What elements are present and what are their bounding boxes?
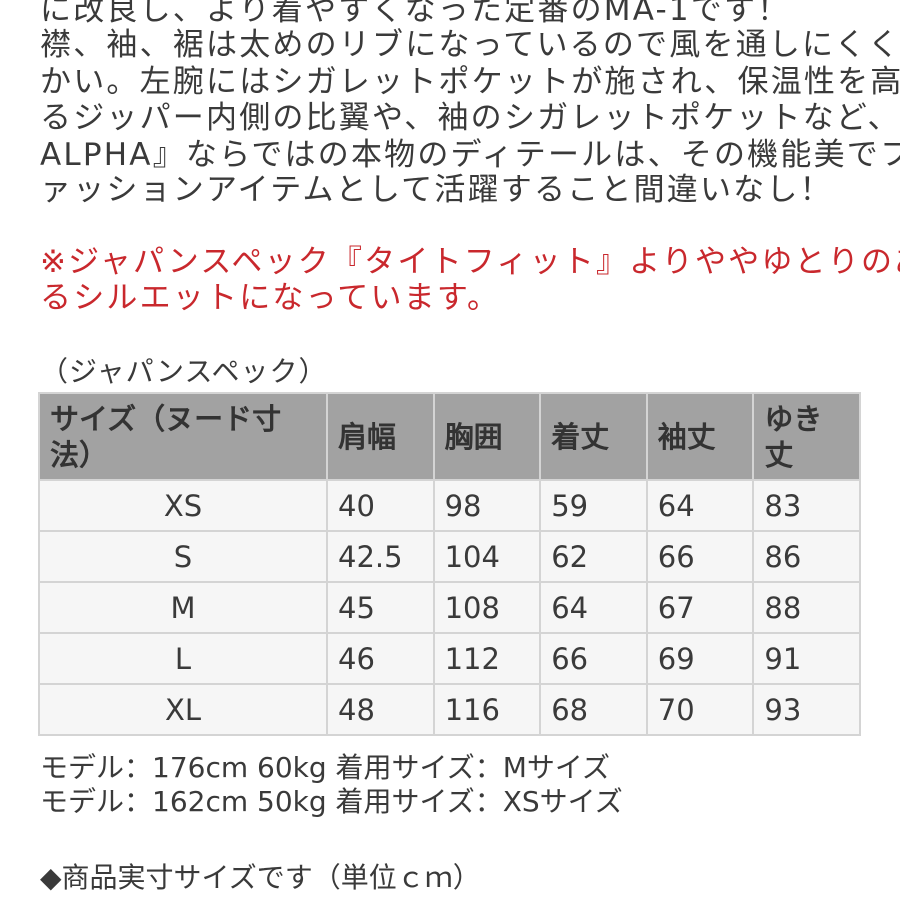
description-line: ァッションアイテムとして活躍すること間違いなし！ xyxy=(40,172,833,208)
section-heading: ◆商品実寸サイズです（単位ｃｍ） xyxy=(40,861,481,894)
measurement-cell: 46 xyxy=(326,632,435,685)
model-line: モデル：176cm 60kg 着用サイズ：Mサイズ xyxy=(40,751,611,784)
description-line: るジッパー内側の比翼や、袖のシガレットポケットなど、『 xyxy=(40,100,900,136)
measurement-cell: 67 xyxy=(645,581,755,634)
description-line: に改良し、より着やすくなった定番のMA-1です！ xyxy=(40,0,791,28)
size-cell: M xyxy=(38,581,328,634)
table-row: L 46 112 66 69 91 xyxy=(38,632,861,685)
measurement-cell: 64 xyxy=(539,581,648,634)
size-table: サイズ（ヌード寸法） 肩幅 胸囲 着丈 袖丈 ゆき丈 XS 40 98 59 64 83 S 42.5 1… xyxy=(38,392,861,736)
table-header-row: サイズ（ヌード寸法） 肩幅 胸囲 着丈 袖丈 ゆき丈 xyxy=(38,392,861,481)
column-header: 着丈 xyxy=(539,392,648,481)
measurement-cell: 93 xyxy=(752,683,861,736)
measurement-cell: 98 xyxy=(432,479,542,532)
measurement-cell: 59 xyxy=(539,479,648,532)
measurement-cell: 104 xyxy=(432,530,542,583)
measurement-cell: 62 xyxy=(539,530,648,583)
measurement-cell: 116 xyxy=(432,683,542,736)
measurement-cell: 86 xyxy=(752,530,861,583)
measurement-cell: 83 xyxy=(752,479,861,532)
column-header: 袖丈 xyxy=(645,392,755,481)
model-line: モデル：162cm 50kg 着用サイズ：XSサイズ xyxy=(40,785,623,818)
measurement-cell: 70 xyxy=(645,683,755,736)
measurement-cell: 88 xyxy=(752,581,861,634)
table-row: M 45 108 64 67 88 xyxy=(38,581,861,634)
note-line: るシルエットになっています。 xyxy=(40,280,501,316)
column-header: 肩幅 xyxy=(326,392,435,481)
measurement-cell: 48 xyxy=(326,683,435,736)
measurement-cell: 108 xyxy=(432,581,542,634)
table-row: XS 40 98 59 64 83 xyxy=(38,479,861,532)
measurement-cell: 66 xyxy=(645,530,755,583)
size-cell: S xyxy=(38,530,328,583)
measurement-cell: 91 xyxy=(752,632,861,685)
table-row: XL 48 116 68 70 93 xyxy=(38,683,861,736)
measurement-cell: 40 xyxy=(326,479,435,532)
column-header: ゆき丈 xyxy=(752,392,861,481)
measurement-cell: 42.5 xyxy=(326,530,435,583)
measurement-cell: 112 xyxy=(432,632,542,685)
note-line: ※ジャパンスペック『タイトフィット』よりややゆとりのあ xyxy=(40,244,900,280)
measurement-cell: 64 xyxy=(645,479,755,532)
description-line: 襟、袖、裾は太めのリブになっているので風を通しにくく暖 xyxy=(40,27,900,63)
description-line: かい。左腕にはシガレットポケットが施され、保温性を高め xyxy=(40,64,900,100)
description-line: ALPHA』ならではの本物のディテールは、その機能美でフ xyxy=(40,137,900,173)
size-cell: XS xyxy=(38,479,328,532)
table-caption: （ジャパンスペック） xyxy=(40,355,328,388)
table-row: S 42.5 104 62 66 86 xyxy=(38,530,861,583)
column-header: サイズ（ヌード寸法） xyxy=(38,392,328,481)
measurement-cell: 69 xyxy=(645,632,755,685)
measurement-cell: 66 xyxy=(539,632,648,685)
column-header: 胸囲 xyxy=(432,392,542,481)
measurement-cell: 45 xyxy=(326,581,435,634)
size-cell: XL xyxy=(38,683,328,736)
measurement-cell: 68 xyxy=(539,683,648,736)
size-cell: L xyxy=(38,632,328,685)
